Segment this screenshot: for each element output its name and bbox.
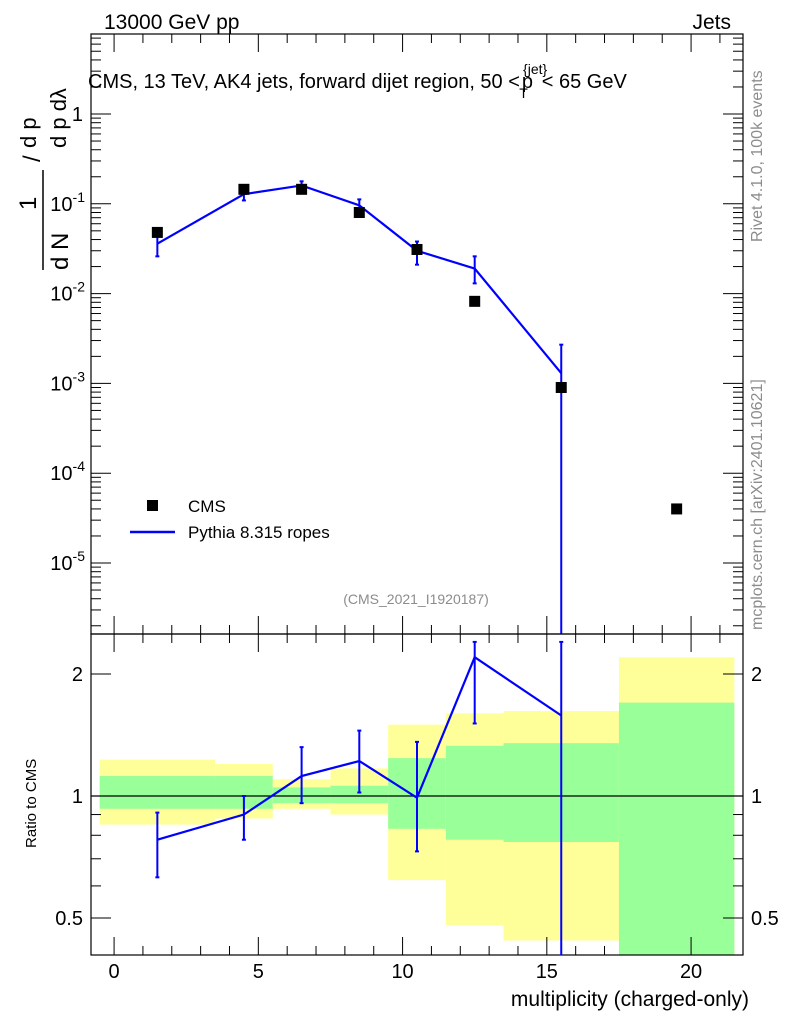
ratio-band-green: [618, 702, 735, 955]
cms-point: [353, 207, 365, 219]
x-tick-label: 5: [253, 961, 264, 983]
y-tick-label: 10-5: [50, 548, 85, 575]
plot-title-sup: {jet}: [523, 61, 547, 77]
x-tick-label: 10: [391, 961, 413, 983]
watermark: (CMS_2021_I1920187): [343, 591, 489, 607]
ratio-y-tick-label-right: 0.5: [751, 908, 779, 930]
main-ylabel-slash: /: [19, 155, 46, 162]
main-ylabel: 1 d N / d p d p dλ: [15, 88, 74, 270]
legend: CMS Pythia 8.315 ropes: [130, 497, 330, 542]
main-ylabel-dpT: d p dλ: [46, 88, 71, 148]
ratio-y-tick-label-left: 0.5: [55, 908, 83, 930]
cms-point: [671, 503, 683, 515]
plot-title: CMS, 13 TeV, AK4 jets, forward dijet reg…: [88, 61, 627, 101]
cms-point: [296, 183, 308, 195]
plot-title-prefix: CMS, 13 TeV, AK4 jets, forward dijet reg…: [88, 71, 520, 93]
y-tick-label: 10-4: [50, 458, 85, 485]
plot-title-p: p: [522, 71, 533, 93]
y-tick-label: 10-2: [50, 279, 85, 306]
ratio-band-green: [330, 785, 389, 804]
ratio-plot: 0 5 10 15 20 0.5 0.5 1 1 2 2: [55, 34, 779, 983]
ratio-y-tick-label-left: 1: [72, 786, 83, 808]
cms-point: [411, 243, 423, 255]
main-frame: [90, 33, 744, 635]
cms-point: [555, 382, 567, 394]
legend-label-cms: CMS: [188, 497, 226, 516]
header-left: 13000 GeV pp: [104, 11, 239, 34]
ratio-band-green: [445, 745, 504, 840]
legend-label-pythia: Pythia 8.315 ropes: [188, 523, 330, 542]
cms-point: [469, 295, 481, 307]
rivet-label: Rivet 4.1.0, 100k events: [749, 70, 766, 242]
ratio-ylabel: Ratio to CMS: [23, 759, 40, 848]
cms-point: [238, 183, 250, 195]
plot-title-sub: T: [519, 85, 528, 101]
y-tick-label: 10-3: [50, 368, 85, 395]
legend-marker-cms: [147, 500, 158, 511]
x-tick-label: 15: [536, 961, 558, 983]
ratio-frame: [90, 633, 744, 956]
plot-title-suffix: < 65 GeV: [542, 71, 628, 93]
ratio-y-tick-label-right: 2: [751, 664, 762, 686]
cms-point: [151, 226, 163, 238]
ratio-y-tick-label-right: 1: [751, 786, 762, 808]
main-ylabel-text: 1 d N: [15, 190, 74, 270]
x-tick-label: 20: [680, 961, 702, 983]
xlabel: multiplicity (charged-only): [511, 988, 749, 1011]
ratio-band-green: [99, 776, 216, 809]
x-tick-label: 0: [109, 961, 120, 983]
y-tick-label: 10-1: [50, 189, 85, 216]
main-ylabel-dp: d p: [16, 117, 41, 148]
main-plot: 1 10-1 10-2 10-3 10-4 10-5: [50, 33, 744, 955]
y-tick-label: 1: [72, 104, 83, 126]
ratio-y-tick-label-left: 2: [72, 664, 83, 686]
header-right: Jets: [692, 11, 731, 34]
mcplots-label: mcplots.cern.ch [arXiv:2401.10621]: [749, 379, 766, 630]
